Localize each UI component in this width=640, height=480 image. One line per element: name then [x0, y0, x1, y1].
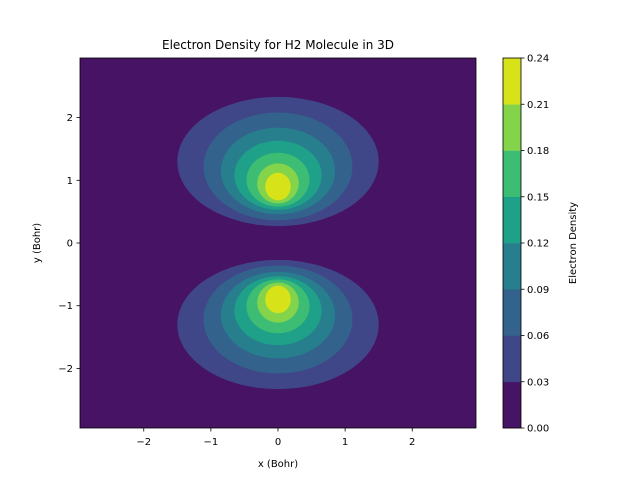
colorbar-tick-label: 0.18 [527, 146, 549, 157]
colorbar-tick-label: 0.12 [527, 239, 549, 250]
colorbar-band [503, 289, 521, 336]
y-tick-label: 2 [67, 113, 73, 124]
chart-title: Electron Density for H2 Molecule in 3D [162, 38, 394, 52]
x-tick-label: −2 [136, 437, 151, 448]
colorbar-band [503, 243, 521, 290]
x-tick-label: 0 [275, 437, 281, 448]
contour-fills [177, 96, 379, 390]
contour-lower-0.21 [265, 285, 291, 314]
y-tick-label: −2 [58, 364, 73, 375]
x-axis: −2 −1 0 1 2 [136, 428, 415, 448]
y-axis-label: y (Bohr) [32, 223, 43, 263]
colorbar-tick-label: 0.09 [527, 285, 549, 296]
x-tick-label: −1 [204, 437, 219, 448]
contour-upper-0.21 [265, 172, 291, 201]
colorbar: 0.00 0.03 0.06 0.09 0.12 0.15 0.18 0.21 0.24 [502, 54, 549, 435]
y-tick-label: 1 [67, 176, 73, 187]
colorbar-tick-label: 0.15 [527, 192, 549, 203]
x-tick-label: 1 [342, 437, 348, 448]
x-tick-label: 2 [409, 437, 415, 448]
plot-area [79, 57, 477, 429]
colorbar-band [503, 196, 521, 244]
y-tick-label: −1 [58, 301, 73, 312]
y-axis: −2 −1 0 1 2 [58, 113, 80, 375]
y-tick-label: 0 [67, 239, 73, 250]
colorbar-band [503, 104, 521, 151]
colorbar-tick-label: 0.06 [527, 331, 549, 342]
colorbar-band [503, 58, 521, 105]
colorbar-tick-label: 0.03 [527, 377, 549, 388]
colorbar-label: Electron Density [568, 202, 579, 284]
colorbar-tick-label: 0.24 [527, 54, 549, 65]
x-axis-label: x (Bohr) [258, 459, 298, 470]
colorbar-tick-label: 0.00 [527, 424, 549, 435]
colorbar-band [503, 335, 521, 383]
colorbar-band [503, 150, 521, 198]
colorbar-tick-label: 0.21 [527, 100, 549, 111]
colorbar-band [503, 381, 521, 429]
